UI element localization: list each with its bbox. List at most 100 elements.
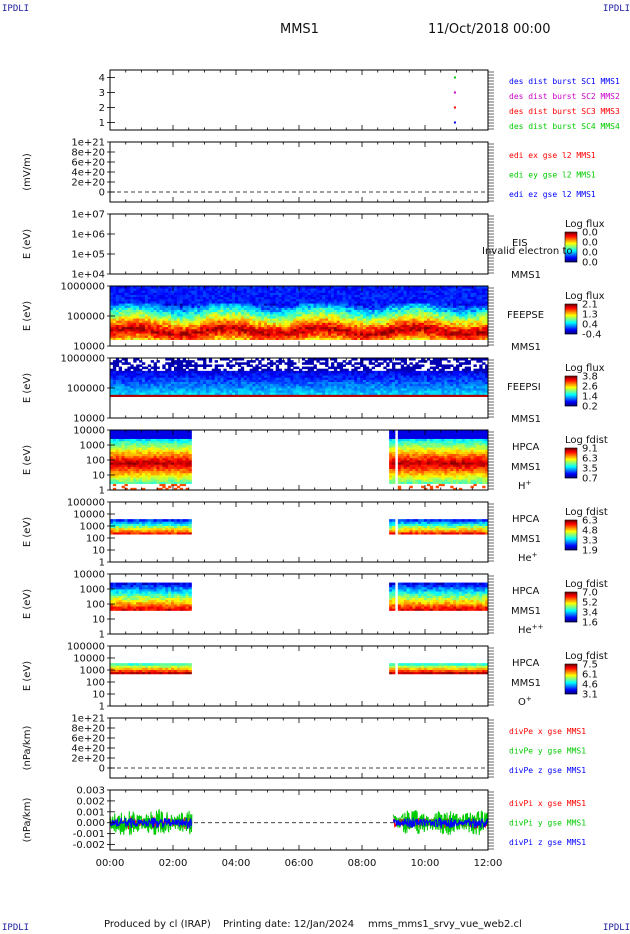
spectrogram-cell [249, 292, 253, 295]
spectrogram-cell [333, 328, 338, 332]
spectrogram-cell [168, 246, 172, 249]
spectrogram-cell [281, 246, 285, 249]
spectrogram-cell [112, 309, 117, 313]
spectrogram-cell [147, 320, 152, 323]
spectrogram-cell [278, 241, 282, 245]
spectrogram-cell [235, 296, 239, 300]
spectrogram-cell [188, 239, 192, 243]
spectrogram-cell [243, 328, 248, 332]
spectrogram-cell [470, 239, 474, 243]
spectrogram-cell [281, 237, 285, 241]
spectrogram-cell [374, 229, 378, 232]
spectrogram-cell [365, 326, 370, 330]
spectrogram-cell [293, 237, 297, 241]
spectrogram-cell [130, 298, 134, 302]
spectrogram-cell [284, 331, 288, 334]
spectrogram-cell [243, 301, 248, 304]
spectrogram-cell [243, 248, 248, 251]
spectrogram-cell [197, 229, 201, 232]
spectrogram-cell [362, 286, 367, 289]
spectrogram-cell [252, 326, 256, 330]
spectrogram-cell [185, 316, 189, 319]
spectrogram-cell [258, 237, 262, 241]
spectrogram-cell [275, 226, 280, 230]
spectrogram-cell [299, 224, 303, 228]
spectrogram-cell [136, 292, 140, 295]
spectrogram-cell [188, 224, 192, 228]
spectrogram-cell [362, 305, 367, 308]
spectrogram-cell [232, 237, 236, 241]
spectrogram-cell [165, 286, 169, 289]
spectrogram-cell [130, 301, 134, 304]
spectrogram-cell [296, 220, 300, 223]
spectrogram-cell [296, 328, 300, 332]
spectrogram-cell [281, 296, 285, 300]
spectrogram-cell [165, 216, 169, 219]
spectrogram-cell [182, 246, 186, 249]
spectrogram-cell [330, 303, 335, 306]
spectrogram-cell [162, 292, 166, 295]
spectrogram-cell [226, 222, 230, 226]
spectrogram-cell [171, 224, 175, 228]
spectrogram-cell [133, 235, 137, 238]
spectrogram-cell [290, 222, 294, 226]
spectrogram-cell [330, 218, 335, 221]
spectrogram-cell [374, 324, 378, 328]
spectrogram-cell [246, 244, 250, 247]
spectrogram-cell [342, 298, 346, 302]
spectrogram-cell [464, 241, 469, 245]
spectrogram-cell [214, 331, 218, 334]
spectrogram-cell [153, 324, 157, 328]
spectrogram-cell [441, 233, 445, 236]
spectrogram-cell [392, 231, 396, 234]
spectrogram-cell [200, 216, 204, 219]
spectrogram-cell [435, 239, 439, 243]
spectrogram-cell [304, 313, 309, 317]
spectrogram-cell [258, 335, 262, 338]
spectrogram-cell [235, 241, 239, 245]
spectrogram-cell [136, 229, 140, 232]
spectrogram-cell [208, 229, 213, 232]
spectrogram-cell [165, 298, 169, 302]
spectrogram-cell [176, 328, 181, 332]
spectrogram-cell [130, 226, 134, 230]
spectrogram-cell [237, 250, 242, 253]
spectrogram-cell [348, 290, 352, 293]
spectrogram-cell [325, 231, 329, 234]
spectrogram-cell [124, 296, 128, 300]
spectrogram-cell [121, 296, 125, 300]
spectrogram-cell [406, 231, 410, 234]
spectrogram-cell [162, 286, 166, 289]
spectrogram-cell [243, 286, 248, 289]
spectrogram-cell [127, 303, 131, 306]
spectrogram-cell [447, 241, 451, 245]
spectrogram-cell [255, 244, 259, 247]
spectrogram-cell [165, 309, 169, 313]
spectrogram-cell [412, 248, 416, 251]
spectrogram-cell [339, 248, 344, 251]
spectrogram-cell [179, 305, 184, 308]
spectrogram-cell [394, 226, 399, 230]
spectrogram-cell [435, 248, 439, 251]
spectrogram-cell [185, 218, 189, 221]
spectrogram-cell [115, 328, 120, 332]
spectrogram-cell [345, 311, 349, 315]
spectrogram-cell [339, 320, 344, 323]
spectrogram-cell [485, 239, 489, 243]
spectrogram-cell [418, 229, 422, 232]
spectrogram-cell [400, 229, 405, 232]
spectrogram-cell [127, 328, 131, 332]
spectrogram-cell [141, 337, 146, 340]
spectrogram-cell [211, 333, 216, 336]
spectrogram-cell [168, 290, 172, 293]
spectrogram-cell [351, 311, 355, 315]
spectrogram-cell [264, 216, 268, 219]
spectrogram-cell [296, 229, 300, 232]
spectrogram-cell [345, 244, 349, 247]
spectrogram-cell [357, 218, 361, 221]
spectrogram-cell [473, 229, 477, 232]
spectrogram-cell [360, 233, 364, 236]
spectrogram-cell [368, 309, 373, 313]
spectrogram-cell [365, 229, 370, 232]
spectrogram-cell [351, 296, 355, 300]
